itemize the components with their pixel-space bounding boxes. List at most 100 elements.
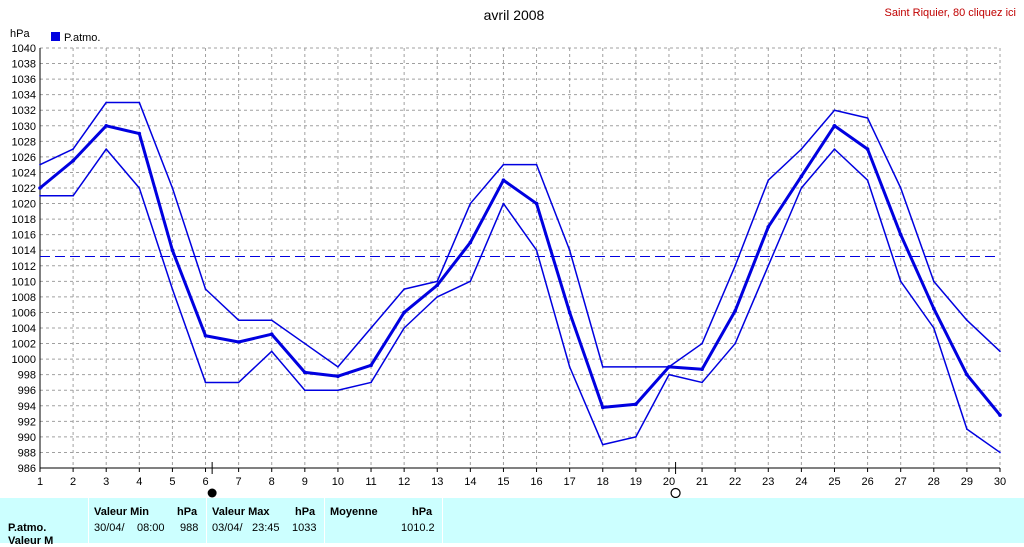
data-point-min bbox=[999, 451, 1001, 454]
data-point-mean bbox=[600, 405, 605, 410]
data-point-min bbox=[568, 366, 571, 368]
data-point-min bbox=[138, 187, 141, 189]
min-time: 08:00 bbox=[137, 522, 165, 534]
data-point-min bbox=[800, 187, 803, 189]
max-date: 03/04/ bbox=[212, 522, 243, 534]
data-point-min bbox=[966, 428, 968, 430]
y-tick-label: 1036 bbox=[12, 74, 36, 86]
data-point-max bbox=[734, 264, 736, 267]
data-point-max bbox=[767, 179, 770, 182]
axes: 9869889909929949969981000100210041006100… bbox=[12, 43, 1007, 488]
data-point-max bbox=[866, 117, 869, 119]
data-point-max bbox=[72, 148, 74, 150]
data-point-max bbox=[502, 163, 505, 166]
data-point-min bbox=[635, 436, 637, 438]
data-point-max bbox=[800, 148, 803, 150]
data-point-max bbox=[469, 202, 472, 205]
table-divider bbox=[324, 498, 325, 543]
data-point-max bbox=[833, 109, 836, 112]
x-tick-label: 17 bbox=[564, 476, 576, 488]
x-tick-label: 16 bbox=[530, 476, 542, 488]
x-tick-label: 24 bbox=[795, 476, 807, 488]
data-point-mean bbox=[137, 131, 142, 136]
data-point-max bbox=[701, 342, 703, 345]
data-point-mean bbox=[38, 186, 42, 190]
data-point-mean bbox=[567, 310, 572, 315]
min-date: 30/04/ bbox=[94, 522, 125, 534]
data-point-max bbox=[999, 350, 1001, 353]
x-tick-label: 21 bbox=[696, 476, 708, 488]
y-tick-label: 986 bbox=[18, 463, 36, 475]
data-point-min bbox=[601, 443, 604, 446]
data-point-min bbox=[204, 381, 207, 384]
data-point-max bbox=[899, 187, 902, 189]
data-point-mean bbox=[269, 332, 274, 337]
x-tick-label: 3 bbox=[103, 476, 109, 488]
data-point-mean bbox=[303, 370, 307, 375]
x-tick-label: 19 bbox=[630, 476, 642, 488]
data-point-min bbox=[237, 381, 240, 384]
min-header: Valeur Min bbox=[94, 506, 150, 518]
y-tick-label: 998 bbox=[18, 370, 36, 382]
series-line-min bbox=[40, 148, 1001, 454]
x-tick-label: 7 bbox=[236, 476, 242, 488]
max-time: 23:45 bbox=[252, 522, 280, 534]
data-point-max bbox=[270, 319, 273, 322]
data-point-mean bbox=[998, 413, 1002, 417]
max-unit: hPa bbox=[295, 506, 316, 518]
x-tick-label: 29 bbox=[961, 476, 973, 488]
data-point-mean bbox=[468, 240, 473, 245]
data-point-max bbox=[337, 366, 339, 368]
data-point-max bbox=[403, 288, 405, 290]
data-point-mean bbox=[501, 178, 506, 183]
x-tick-label: 30 bbox=[994, 476, 1006, 488]
x-tick-label: 5 bbox=[169, 476, 175, 488]
data-point-min bbox=[370, 381, 372, 384]
y-tick-label: 988 bbox=[18, 447, 36, 459]
series-line-mean bbox=[39, 124, 1002, 417]
station-link[interactable]: Saint Riquier, 80 cliquez ici bbox=[885, 7, 1016, 19]
table-divider bbox=[442, 498, 443, 543]
y-tick-label: 1002 bbox=[12, 339, 36, 351]
legend-label: P.atmo. bbox=[64, 32, 101, 44]
y-tick-label: 1032 bbox=[12, 105, 36, 117]
data-point-max bbox=[171, 187, 174, 189]
data-point-max bbox=[668, 366, 670, 368]
data-point-max bbox=[966, 319, 968, 322]
data-point-min bbox=[72, 194, 74, 197]
y-tick-label: 1016 bbox=[12, 230, 36, 242]
data-point-mean bbox=[435, 283, 440, 288]
data-point-min bbox=[304, 389, 306, 392]
mean-value: 1010.2 bbox=[401, 522, 435, 534]
data-point-mean bbox=[336, 374, 340, 379]
x-tick-label: 11 bbox=[365, 476, 376, 488]
data-point-mean bbox=[700, 367, 704, 372]
data-point-min bbox=[469, 280, 472, 283]
x-tick-label: 18 bbox=[597, 476, 609, 488]
x-tick-label: 26 bbox=[861, 476, 873, 488]
data-point-max bbox=[105, 101, 108, 104]
data-point-max bbox=[39, 163, 41, 166]
data-point-mean bbox=[766, 225, 771, 229]
data-point-min bbox=[337, 389, 339, 392]
data-point-mean bbox=[402, 310, 406, 315]
y-tick-label: 1034 bbox=[12, 90, 36, 102]
y-tick-label: 1022 bbox=[12, 183, 36, 195]
y-tick-label: 994 bbox=[18, 401, 36, 413]
data-point-min bbox=[535, 249, 538, 252]
x-tick-label: 13 bbox=[431, 476, 443, 488]
data-point-min bbox=[105, 148, 108, 150]
x-tick-label: 22 bbox=[729, 476, 741, 488]
data-point-max bbox=[601, 366, 604, 368]
mean-header: Moyenne bbox=[330, 506, 378, 518]
chart-title: avril 2008 bbox=[484, 7, 545, 23]
x-tick-label: 9 bbox=[302, 476, 308, 488]
y-tick-label: 1012 bbox=[12, 261, 36, 273]
data-point-min bbox=[899, 280, 902, 283]
x-tick-label: 28 bbox=[928, 476, 940, 488]
mean-unit: hPa bbox=[412, 506, 433, 518]
data-point-mean bbox=[534, 201, 539, 206]
y-tick-label: 1024 bbox=[12, 167, 36, 179]
series-line-max bbox=[39, 101, 1001, 368]
data-point-min bbox=[701, 381, 703, 384]
